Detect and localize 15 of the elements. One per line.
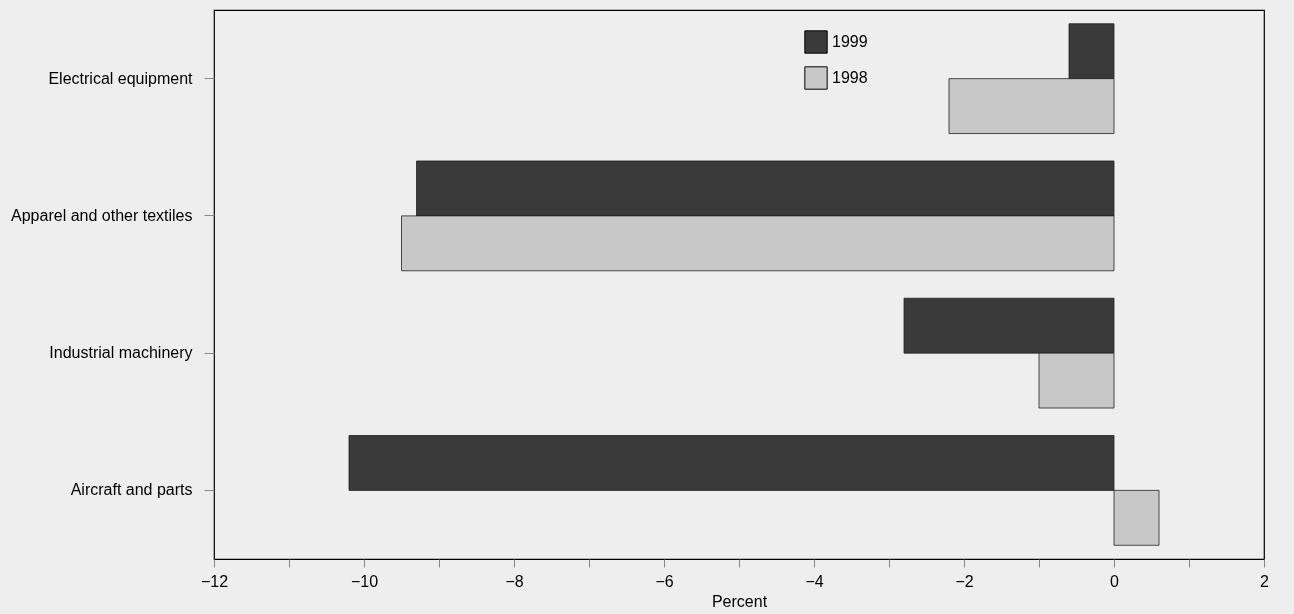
- x-tick-label: −12: [200, 572, 229, 590]
- x-tick-label: −8: [505, 572, 524, 590]
- x-tick-label: −2: [955, 572, 974, 590]
- legend-label: 1999: [832, 33, 868, 50]
- y-tick-label: Industrial machinery: [49, 344, 193, 362]
- x-tick-label: −10: [350, 572, 379, 590]
- x-tick-label: −4: [805, 572, 824, 590]
- y-tick-label: Aircraft and parts: [70, 481, 193, 499]
- y-tick-label: Apparel and other textiles: [11, 206, 193, 224]
- x-axis-title: Percent: [711, 592, 768, 610]
- x-tick-label: 0: [1110, 572, 1120, 590]
- x-tick-label: −6: [655, 572, 674, 590]
- x-tick-label: 2: [1260, 572, 1270, 590]
- legend-label: 1998: [832, 69, 868, 86]
- y-tick-label: Electrical equipment: [48, 69, 194, 87]
